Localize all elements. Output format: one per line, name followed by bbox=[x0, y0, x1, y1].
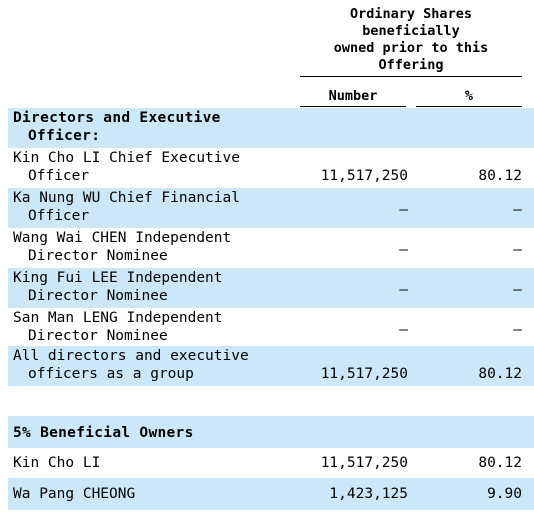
holder-name: King Fui LEE Independent Director Nomine… bbox=[13, 269, 223, 305]
shares-number: 11,517,250 bbox=[320, 366, 408, 382]
holder-name-line: Officer bbox=[28, 208, 90, 224]
number-header-rule bbox=[300, 106, 406, 107]
section-heading-line: Officer: bbox=[28, 128, 101, 144]
header-rule bbox=[300, 76, 522, 77]
holder-name-line: King Fui LEE Independent bbox=[13, 270, 223, 286]
holder-name: San Man LENG Independent Director Nomine… bbox=[13, 309, 223, 345]
shares-percent: 80.12 bbox=[478, 455, 522, 471]
header-line: owned prior to this bbox=[333, 40, 489, 56]
shares-number: 1,423,125 bbox=[329, 486, 408, 502]
shares-percent: 80.12 bbox=[478, 366, 522, 382]
shares-percent: — bbox=[513, 202, 522, 218]
table-row: Wa Pang CHEONG 1,423,125 9.90 bbox=[8, 478, 534, 510]
section-heading-row: Directors and Executive Officer: bbox=[8, 108, 534, 148]
header-line: beneficially bbox=[362, 23, 460, 39]
column-group-header: Ordinary Shares beneficially owned prior… bbox=[300, 6, 522, 74]
holder-name-line: Ka Nung WU Chief Financial bbox=[13, 190, 240, 206]
shares-number: 11,517,250 bbox=[320, 455, 408, 471]
shares-percent: — bbox=[513, 322, 522, 338]
shares-number: — bbox=[399, 322, 408, 338]
holder-name-line: officers as a group bbox=[28, 366, 194, 382]
holder-name: Kin Cho LI Chief Executive Officer bbox=[13, 149, 240, 185]
table-row: San Man LENG Independent Director Nomine… bbox=[8, 308, 534, 346]
shares-number: — bbox=[399, 242, 408, 258]
shares-percent: 9.90 bbox=[487, 486, 522, 502]
shares-percent: — bbox=[513, 282, 522, 298]
column-header-number: Number bbox=[328, 88, 378, 104]
holder-name: Kin Cho LI bbox=[13, 455, 101, 471]
holder-name: Wang Wai CHEN Independent Director Nomin… bbox=[13, 229, 231, 265]
section-heading-row: 5% Beneficial Owners bbox=[8, 416, 534, 448]
shares-percent: 80.12 bbox=[478, 168, 522, 184]
holder-name-line: All directors and executive bbox=[13, 348, 249, 364]
table-row: King Fui LEE Independent Director Nomine… bbox=[8, 268, 534, 308]
section-heading-line: Directors and Executive bbox=[13, 110, 221, 126]
section-heading: Directors and Executive Officer: bbox=[13, 109, 221, 145]
table-row: Kin Cho LI Chief Executive Officer 11,51… bbox=[8, 148, 534, 188]
holder-name: Wa Pang CHEONG bbox=[13, 486, 136, 502]
holder-name-line: Director Nominee bbox=[28, 288, 168, 304]
holder-name-line: Director Nominee bbox=[28, 328, 168, 344]
holder-name: All directors and executive officers as … bbox=[13, 347, 249, 383]
table-row: Ka Nung WU Chief Financial Officer — — bbox=[8, 188, 534, 228]
table-row-total: All directors and executive officers as … bbox=[8, 346, 534, 386]
holder-name-line: Officer bbox=[28, 168, 90, 184]
column-header-percent: % bbox=[464, 88, 474, 104]
header-line: Ordinary Shares bbox=[350, 6, 472, 22]
section-heading: 5% Beneficial Owners bbox=[13, 425, 194, 441]
shares-percent: — bbox=[513, 242, 522, 258]
shares-number: 11,517,250 bbox=[320, 168, 408, 184]
header-line: Offering bbox=[378, 57, 444, 73]
holder-name-line: Kin Cho LI Chief Executive bbox=[13, 150, 240, 166]
table-row: Kin Cho LI 11,517,250 80.12 bbox=[8, 448, 534, 478]
holder-name-line: San Man LENG Independent bbox=[13, 310, 223, 326]
holder-name: Ka Nung WU Chief Financial Officer bbox=[13, 189, 240, 225]
holder-name-line: Wang Wai CHEN Independent bbox=[13, 230, 232, 246]
shares-number: — bbox=[399, 282, 408, 298]
percent-header-rule bbox=[416, 106, 522, 107]
table-row: Wang Wai CHEN Independent Director Nomin… bbox=[8, 228, 534, 268]
shares-number: — bbox=[399, 202, 408, 218]
holder-name-line: Director Nominee bbox=[28, 248, 168, 264]
